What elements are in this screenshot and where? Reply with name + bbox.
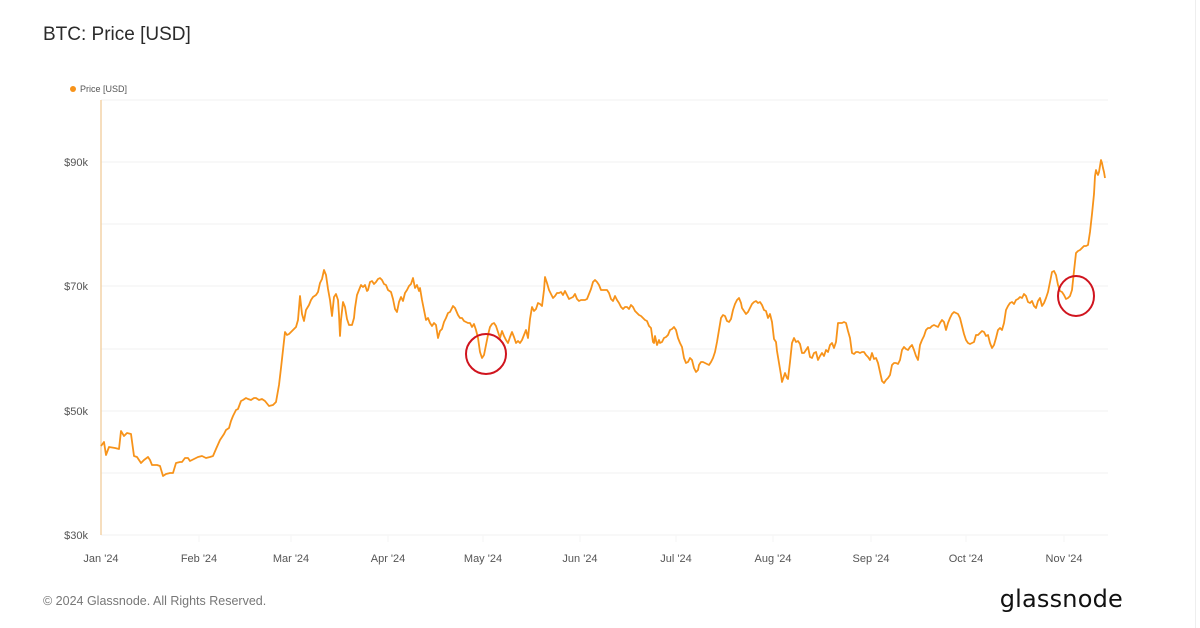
x-tick-may: May '24: [464, 553, 502, 565]
x-tick-mar: Mar '24: [273, 553, 309, 565]
right-border: [1195, 0, 1196, 628]
y-tick-30k: $30k: [64, 530, 88, 542]
x-tick-sep: Sep '24: [853, 553, 890, 565]
legend-dot-icon: [70, 86, 76, 92]
legend-label: Price [USD]: [80, 84, 128, 94]
x-tick-nov: Nov '24: [1046, 553, 1083, 565]
annotation-circle-may: [465, 333, 507, 375]
gridlines: [101, 99, 1108, 536]
x-gridlines: [198, 535, 1065, 542]
x-tick-oct: Oct '24: [949, 553, 984, 565]
legend[interactable]: Price [USD]: [70, 84, 127, 94]
x-tick-feb: Feb '24: [181, 553, 217, 565]
y-tick-70k: $70k: [64, 281, 88, 293]
x-tick-apr: Apr '24: [371, 553, 406, 565]
x-tick-jun: Jun '24: [562, 553, 597, 565]
y-tick-50k: $50k: [64, 406, 88, 418]
annotation-circle-nov: [1057, 275, 1095, 317]
x-tick-jul: Jul '24: [660, 553, 691, 565]
chart-title: BTC: Price [USD]: [43, 24, 191, 45]
glassnode-logo: glassnode: [999, 585, 1123, 613]
price-line[interactable]: [100, 159, 1106, 477]
x-tick-jan: Jan '24: [83, 553, 118, 565]
x-tick-aug: Aug '24: [755, 553, 792, 565]
y-tick-90k: $90k: [64, 157, 88, 169]
copyright-text: © 2024 Glassnode. All Rights Reserved.: [43, 594, 267, 608]
